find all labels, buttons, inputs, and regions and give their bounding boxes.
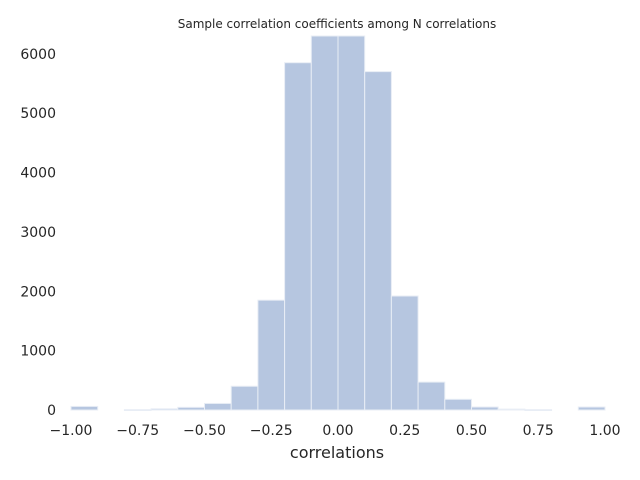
x-tick-label: 0.25 (389, 423, 420, 439)
histogram-bar (390, 295, 419, 411)
histogram-bar (70, 405, 99, 411)
histogram-bar (150, 408, 179, 411)
histogram-bars (70, 35, 606, 412)
histogram-bar (177, 406, 206, 411)
histogram-bar (337, 35, 366, 411)
x-tick-label: 0.75 (523, 423, 554, 439)
chart-title: Sample correlation coefficients among N … (178, 17, 496, 31)
histogram-bar (310, 35, 339, 411)
histogram-bar (577, 406, 606, 411)
histogram-bar (230, 385, 259, 411)
histogram-bar (497, 408, 526, 411)
x-axis-label: correlations (290, 443, 384, 462)
histogram-bar (444, 398, 472, 411)
y-tick-label: 3000 (20, 225, 56, 241)
x-tick-label: 0.00 (322, 423, 353, 439)
y-tick-label: 2000 (20, 284, 56, 300)
histogram-bar (524, 409, 553, 412)
histogram-bar (284, 62, 312, 411)
histogram-bar (417, 381, 446, 411)
x-tick-label: 0.50 (456, 423, 487, 439)
histogram-bar (364, 71, 392, 411)
x-tick-label: 1.00 (589, 423, 620, 439)
y-tick-label: 0 (47, 403, 56, 419)
x-tick-label: −0.75 (116, 423, 159, 439)
histogram-bar (204, 402, 232, 411)
histogram-bar (257, 299, 286, 411)
y-tick-label: 6000 (20, 47, 56, 63)
x-tick-label: −0.25 (250, 423, 293, 439)
y-tick-label: 4000 (20, 166, 56, 182)
histogram-bar (471, 406, 499, 411)
y-tick-label: 1000 (20, 344, 56, 360)
x-axis-ticks: −1.00 −0.75 −0.50 −0.25 0.00 0.25 0.50 0.75 1.00 (50, 423, 621, 439)
histogram-bar (123, 409, 152, 412)
x-tick-label: −1.00 (50, 423, 93, 439)
y-tick-label: 5000 (20, 106, 56, 122)
y-axis-ticks: 0 1000 2000 3000 4000 5000 6000 (20, 47, 56, 419)
x-tick-label: −0.50 (183, 423, 226, 439)
